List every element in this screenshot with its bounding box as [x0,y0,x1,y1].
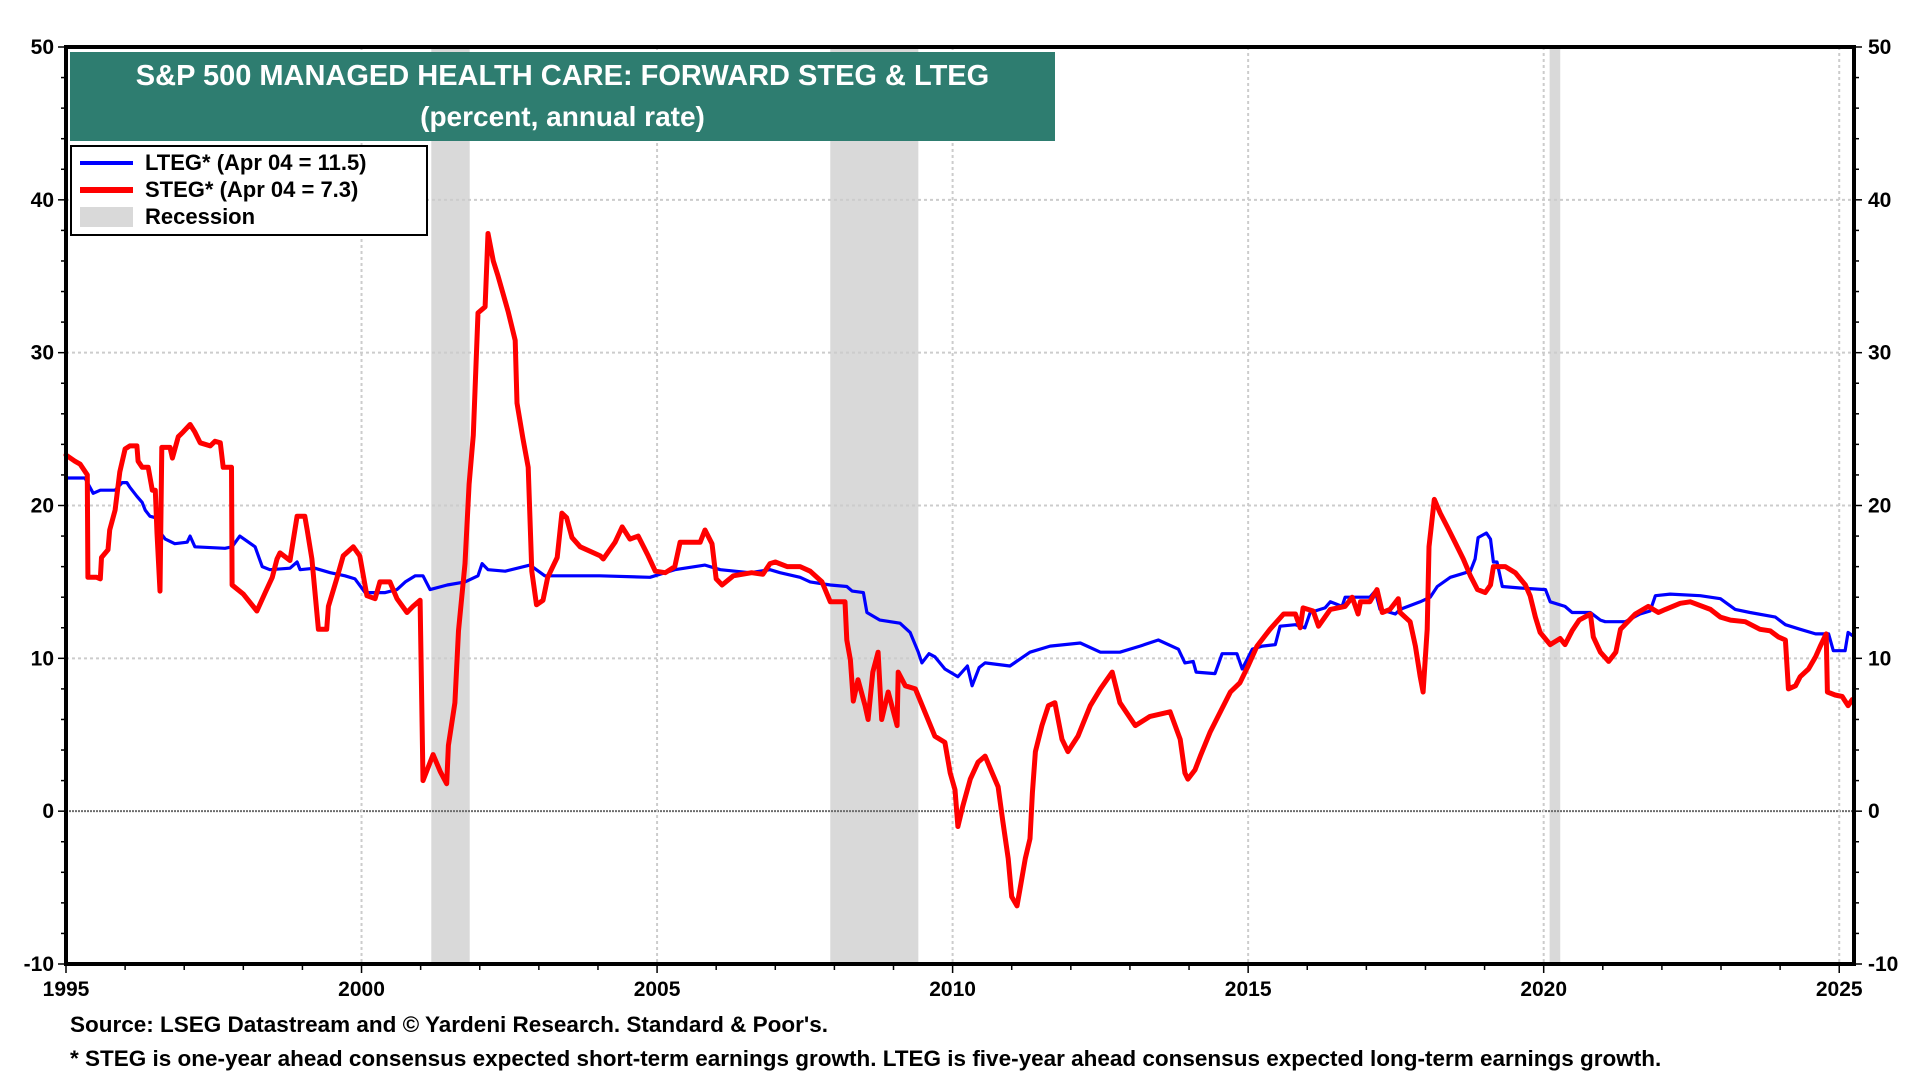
y-tick-label-right: -10 [1868,953,1898,976]
x-tick-label: 2020 [1520,978,1567,1001]
y-tick-label-right: 0 [1868,800,1880,823]
legend-item-recession: Recession [80,203,255,230]
chart-title: S&P 500 MANAGED HEALTH CARE: FORWARD STE… [135,60,990,92]
y-tick-label-right: 40 [1868,189,1891,212]
legend-label-steg: STEG* (Apr 04 = 7.3) [145,176,359,202]
y-tick-label-right: 30 [1868,342,1891,365]
axes [58,45,1862,973]
x-tick-label: 2000 [338,978,385,1001]
y-tick-label-left: 30 [31,342,54,365]
y-tick-label-left: 50 [31,36,54,59]
legend: LTEG* (Apr 04 = 11.5) STEG* (Apr 04 = 7.… [70,145,428,236]
recession-band [830,47,919,964]
y-tick-label-right: 10 [1868,647,1891,670]
x-tick-label: 2025 [1816,978,1863,1001]
series-line-steg [63,231,1855,909]
legend-label-recession: Recession [145,203,256,229]
legend-label-lteg: LTEG* (Apr 04 = 11.5) [145,149,367,175]
footnote: * STEG is one-year ahead consensus expec… [70,1046,1662,1071]
chart-title-box: S&P 500 MANAGED HEALTH CARE: FORWARD STE… [70,52,1055,141]
y-tick-label-left: 40 [31,189,54,212]
legend-swatch-lteg [80,160,133,165]
y-tick-label-left: -10 [24,953,54,976]
legend-item-steg: STEG* (Apr 04 = 7.3) [80,176,358,203]
y-tick-label-left: 20 [31,495,54,518]
series-lines [63,231,1855,909]
x-tick-label: 2010 [929,978,976,1001]
chart-subtitle: (percent, annual rate) [420,101,705,132]
x-tick-label: 1995 [43,978,90,1001]
source-note: Source: LSEG Datastream and © Yardeni Re… [70,1012,829,1037]
y-tick-label-right: 20 [1868,495,1891,518]
y-tick-label-right: 50 [1868,36,1891,59]
x-tick-label: 2005 [634,978,681,1001]
legend-item-lteg: LTEG* (Apr 04 = 11.5) [80,149,367,176]
y-tick-label-left: 0 [42,800,54,823]
y-tick-label-left: 10 [31,647,54,670]
legend-swatch-recession [80,206,133,227]
legend-swatch-steg [80,186,133,193]
x-tick-label: 2015 [1225,978,1272,1001]
